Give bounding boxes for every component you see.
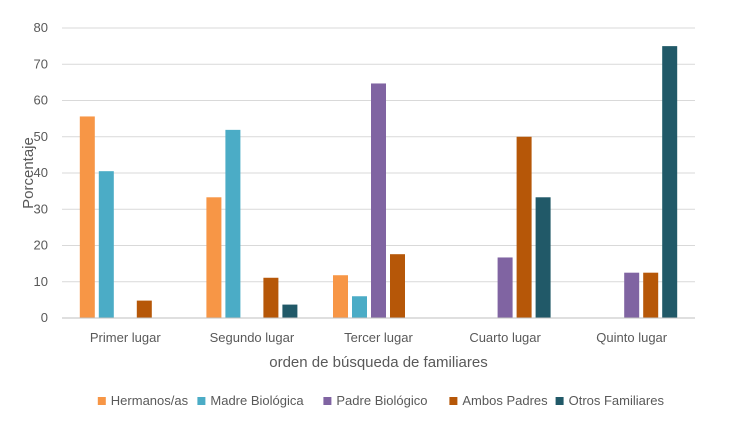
x-axis-ticks: Primer lugar Segundo lugar Tercer lugar Cua… [90, 330, 668, 345]
x-tick-label: Primer lugar [90, 330, 161, 345]
legend-label: Ambos Padres [462, 393, 548, 408]
legend: Hermanos/as Madre Biológica Padre Biológic… [97, 393, 665, 408]
bar [624, 272, 640, 318]
legend-swatch [197, 397, 206, 405]
y-axis-title: Porcentaje [20, 137, 37, 209]
legend-swatch [97, 397, 106, 405]
legend-label: Otros Familiares [569, 393, 665, 408]
bar [333, 275, 348, 318]
legend-swatch [555, 397, 564, 405]
bar [282, 304, 298, 318]
y-tick-label: 70 [34, 56, 48, 71]
legend-label: Padre Biológico [336, 393, 427, 408]
bar [225, 129, 241, 318]
y-tick-label: 30 [34, 201, 48, 216]
bar [263, 277, 279, 318]
legend-label: Hermanos/as [111, 393, 189, 408]
bar [535, 197, 551, 318]
bar [662, 46, 678, 318]
y-axis-ticks: 0 10 20 30 40 50 60 70 80 [34, 20, 48, 325]
y-tick-label: 10 [34, 274, 48, 289]
bar [497, 257, 513, 318]
legend-swatch [449, 397, 458, 405]
legend-label: Madre Biológica [210, 393, 304, 408]
x-axis-title: orden de búsqueda de familiares [269, 354, 487, 371]
bar [352, 296, 367, 318]
bar [643, 272, 659, 318]
bar [98, 171, 114, 318]
x-tick-label: Tercer lugar [344, 330, 413, 345]
bar [206, 197, 222, 318]
y-tick-label: 60 [34, 93, 48, 108]
bar [371, 83, 386, 319]
bar [79, 116, 95, 318]
bars [79, 46, 678, 319]
y-tick-label: 0 [41, 310, 48, 325]
y-tick-label: 20 [34, 238, 48, 253]
y-tick-label: 80 [34, 20, 48, 35]
bar [390, 254, 405, 318]
legend-swatch [323, 397, 332, 405]
bar [516, 136, 532, 318]
bar [136, 300, 152, 318]
x-tick-label: Segundo lugar [210, 330, 295, 345]
y-tick-label: 50 [34, 129, 48, 144]
x-tick-label: Quinto lugar [596, 330, 667, 345]
y-tick-label: 40 [34, 165, 48, 180]
x-tick-label: Cuarto lugar [469, 330, 541, 345]
